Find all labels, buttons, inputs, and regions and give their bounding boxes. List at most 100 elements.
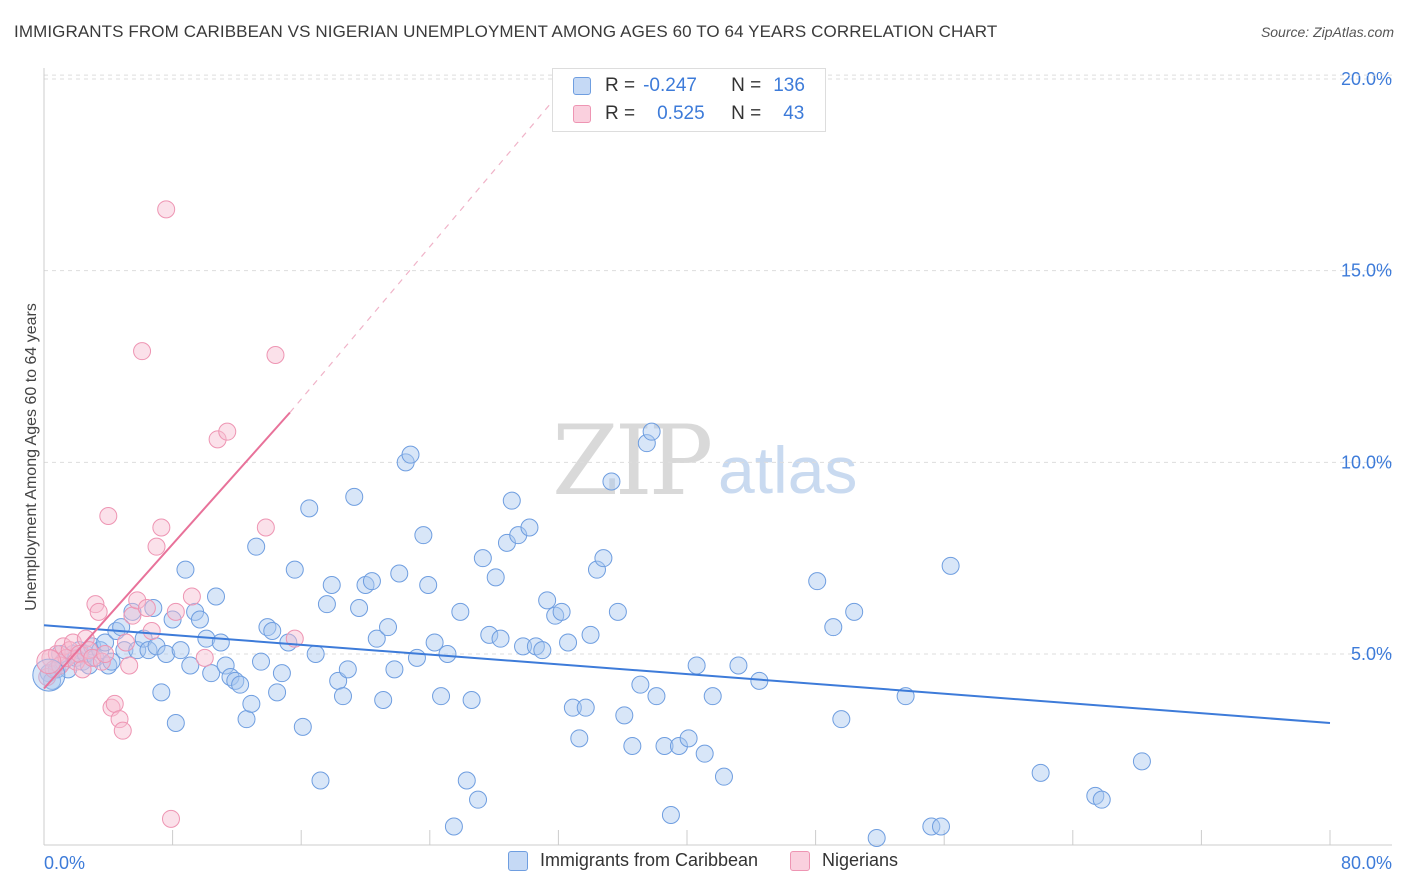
nigerian-point <box>161 809 180 828</box>
nigerian-point <box>266 346 285 364</box>
caribbean-point <box>1092 790 1111 809</box>
series-legend-item-caribbean[interactable]: Immigrants from Caribbean <box>507 850 758 871</box>
nigerian-point <box>256 518 275 537</box>
caribbean-point <box>181 656 200 675</box>
nigerian-trend-line <box>43 411 291 690</box>
caribbean-point <box>714 767 733 786</box>
source-label: Source: ZipAtlas.com <box>1260 24 1394 40</box>
caribbean-point <box>1031 763 1050 782</box>
caribbean-trend-line <box>43 624 1331 724</box>
nigerian-point <box>116 633 135 652</box>
caribbean-point <box>655 737 674 755</box>
watermark-zip: ZIP <box>552 405 713 517</box>
caribbean-point <box>594 549 613 568</box>
caribbean-point <box>729 656 748 675</box>
caribbean-point <box>345 487 364 506</box>
caribbean-point <box>563 698 582 717</box>
nigerian-trend-extension <box>289 78 572 413</box>
caribbean-point <box>379 618 398 637</box>
nigerian-point <box>142 622 161 640</box>
caribbean-point <box>533 641 552 660</box>
stats-legend: R = -0.247 N = 136 R = 0.525 N = 43 <box>552 68 826 132</box>
legend-swatch-blue <box>573 77 591 95</box>
nigerian-point <box>73 660 92 679</box>
caribbean-point <box>407 648 426 667</box>
caribbean-point <box>538 591 557 610</box>
caribbean-point <box>207 587 226 606</box>
caribbean-point <box>362 572 381 591</box>
y-tick-label: 15.0% <box>1341 261 1392 281</box>
legend-n-label: N = <box>731 103 762 124</box>
nigerian-point <box>110 710 129 729</box>
caribbean-point <box>602 472 621 491</box>
caribbean-point <box>144 599 163 617</box>
caribbean-point <box>300 499 319 518</box>
caribbean-point <box>867 829 886 847</box>
caribbean-point <box>32 658 66 692</box>
caribbean-point <box>491 629 510 648</box>
caribbean-point <box>520 518 539 537</box>
caribbean-point <box>559 633 578 652</box>
caribbean-point <box>637 434 656 453</box>
nigerian-point <box>157 200 176 219</box>
series-swatch-blue <box>507 850 528 871</box>
caribbean-point <box>374 691 393 709</box>
caribbean-point <box>462 691 481 709</box>
x-tick-label: 80.0% <box>1341 853 1392 873</box>
caribbean-point <box>350 599 369 617</box>
caribbean-point <box>832 710 851 729</box>
legend-n-label: N = <box>731 75 762 96</box>
caribbean-point <box>211 633 230 652</box>
caribbean-point <box>941 556 960 575</box>
nigerian-point <box>113 721 132 740</box>
series-name-nigerians: Nigerians <box>822 850 899 870</box>
caribbean-point <box>642 422 661 441</box>
legend-r-value: -0.247 <box>643 75 697 96</box>
caribbean-point <box>285 560 304 579</box>
caribbean-point <box>425 633 444 652</box>
caribbean-point <box>444 817 463 836</box>
caribbean-point <box>202 664 221 683</box>
y-tick-label: 20.0% <box>1341 69 1392 89</box>
caribbean-point <box>647 687 666 706</box>
caribbean-point <box>311 771 330 790</box>
series-legend-item-nigerians[interactable]: Nigerians <box>790 850 898 871</box>
caribbean-point <box>922 817 941 836</box>
caribbean-point <box>242 694 261 713</box>
caribbean-point <box>703 687 722 706</box>
caribbean-point <box>432 687 451 706</box>
caribbean-point <box>1132 752 1151 771</box>
nigerian-point <box>208 430 227 449</box>
caribbean-point <box>190 610 209 629</box>
caribbean-point <box>514 637 533 656</box>
y-tick-label: 10.0% <box>1341 452 1392 472</box>
caribbean-point <box>631 675 650 694</box>
caribbean-point <box>581 625 600 644</box>
legend-r-value: 0.525 <box>657 103 705 124</box>
caribbean-point <box>419 576 438 594</box>
caribbean-point <box>808 572 827 591</box>
caribbean-point <box>469 790 488 809</box>
caribbean-point <box>385 660 404 679</box>
nigerian-point <box>120 656 139 675</box>
caribbean-point <box>687 656 706 675</box>
nigerian-point <box>133 342 152 361</box>
nigerian-point <box>166 602 185 621</box>
caribbean-point <box>615 706 634 725</box>
caribbean-point <box>480 625 499 644</box>
caribbean-point <box>931 817 950 836</box>
watermark-atlas: atlas <box>718 433 858 507</box>
nigerian-point <box>96 645 115 663</box>
legend-row-nigerians: R = 0.525 N = 43 <box>573 101 804 127</box>
caribbean-point <box>338 660 357 679</box>
caribbean-point <box>367 629 386 648</box>
caribbean-point <box>502 491 521 510</box>
caribbean-point <box>486 568 505 587</box>
caribbean-point <box>695 744 714 763</box>
caribbean-point <box>401 445 420 464</box>
caribbean-point <box>473 549 492 568</box>
series-legend: Immigrants from Caribbean Nigerians <box>0 850 1406 871</box>
legend-swatch-pink <box>573 105 591 123</box>
nigerian-point <box>137 599 156 617</box>
